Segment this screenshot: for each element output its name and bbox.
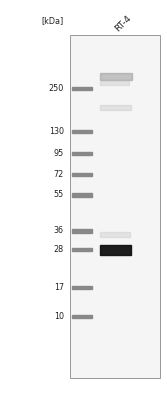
Text: 10: 10: [54, 312, 64, 321]
Text: 95: 95: [54, 149, 64, 158]
Bar: [100, 81, 129, 86]
Bar: [100, 232, 130, 237]
Text: 250: 250: [49, 84, 64, 93]
Text: RT-4: RT-4: [113, 14, 133, 33]
Bar: [100, 74, 132, 80]
Bar: [72, 172, 92, 176]
Text: 36: 36: [54, 226, 64, 235]
Bar: [100, 244, 131, 255]
Bar: [72, 286, 92, 289]
Text: 130: 130: [49, 127, 64, 136]
Bar: [100, 105, 131, 110]
Bar: [70, 35, 160, 378]
Bar: [72, 315, 92, 318]
Bar: [72, 248, 92, 252]
Bar: [72, 130, 92, 133]
Bar: [72, 193, 92, 196]
Bar: [72, 152, 92, 156]
Text: 55: 55: [54, 190, 64, 199]
Text: 72: 72: [54, 170, 64, 179]
Text: [kDa]: [kDa]: [42, 16, 64, 26]
Bar: [72, 87, 92, 90]
Bar: [72, 229, 92, 232]
Text: 17: 17: [54, 283, 64, 292]
Text: 28: 28: [54, 245, 64, 254]
